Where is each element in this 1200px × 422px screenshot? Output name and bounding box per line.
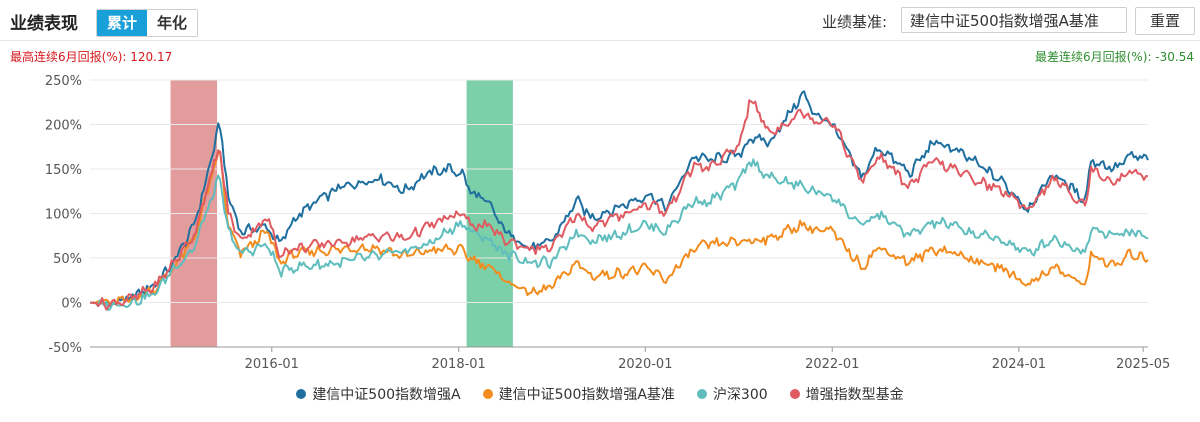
legend-item-4[interactable]: 增强指数型基金 bbox=[789, 384, 904, 404]
x-tick-label: 2020-01 bbox=[618, 357, 672, 372]
min-6m-return: 最差连续6月回报(%): -30.54 bbox=[1035, 50, 1194, 64]
page-title: 业绩表现 bbox=[10, 14, 78, 34]
legend-label: 增强指数型基金 bbox=[805, 387, 904, 403]
tab-cumulative[interactable]: 累计 bbox=[97, 10, 147, 36]
chart-legend: 建信中证500指数增强A 建信中证500指数增强A基准 沪深300 增强指数型基金 bbox=[0, 384, 1200, 404]
series-line-4 bbox=[89, 99, 1148, 311]
reset-button[interactable]: 重置 bbox=[1135, 7, 1195, 35]
x-tick-label: 2022-01 bbox=[805, 357, 859, 372]
y-tick-label: 150% bbox=[45, 163, 82, 178]
legend-item-3[interactable]: 沪深300 bbox=[696, 384, 768, 404]
series-line-2 bbox=[90, 151, 1149, 306]
y-tick-label: 100% bbox=[45, 208, 82, 223]
y-tick-label: 250% bbox=[45, 74, 82, 89]
performance-chart[interactable]: -50% 0% 50% 100% 150% 200% 250% 2016-01 2018-01 2… bbox=[0, 60, 1200, 384]
legend-label: 沪深300 bbox=[712, 387, 768, 403]
y-tick-label: 200% bbox=[45, 119, 82, 134]
performance-header: 业绩表现 累计 年化 业绩基准: 建信中证500指数增强A基准 重置 bbox=[0, 0, 1200, 41]
legend-item-1[interactable]: 建信中证500指数增强A bbox=[296, 384, 461, 404]
max-6m-return: 最高连续6月回报(%): 120.17 bbox=[10, 50, 173, 64]
series-line-3 bbox=[89, 158, 1149, 312]
benchmark-select[interactable]: 建信中证500指数增强A基准 bbox=[901, 7, 1127, 33]
legend-marker-icon bbox=[789, 389, 800, 399]
y-tick-label: 50% bbox=[53, 252, 82, 267]
x-tick-label: 2024-01 bbox=[992, 357, 1046, 372]
legend-marker-icon bbox=[296, 389, 307, 399]
y-tick-label: -50% bbox=[48, 341, 82, 356]
legend-marker-icon bbox=[482, 389, 493, 399]
x-tick-label: 2025-05 bbox=[1116, 357, 1170, 372]
legend-marker-icon bbox=[696, 389, 707, 399]
legend-item-2[interactable]: 建信中证500指数增强A基准 bbox=[482, 384, 675, 404]
legend-label: 建信中证500指数增强A bbox=[312, 387, 461, 403]
y-tick-label: 0% bbox=[61, 297, 82, 312]
legend-label: 建信中证500指数增强A基准 bbox=[498, 387, 675, 403]
mode-tabs: 累计 年化 bbox=[96, 9, 198, 37]
series-line-1 bbox=[89, 90, 1149, 308]
tab-annualized[interactable]: 年化 bbox=[147, 10, 197, 36]
x-tick-label: 2018-01 bbox=[432, 357, 486, 372]
x-tick-label: 2016-01 bbox=[245, 357, 299, 372]
benchmark-label: 业绩基准: bbox=[822, 13, 888, 31]
